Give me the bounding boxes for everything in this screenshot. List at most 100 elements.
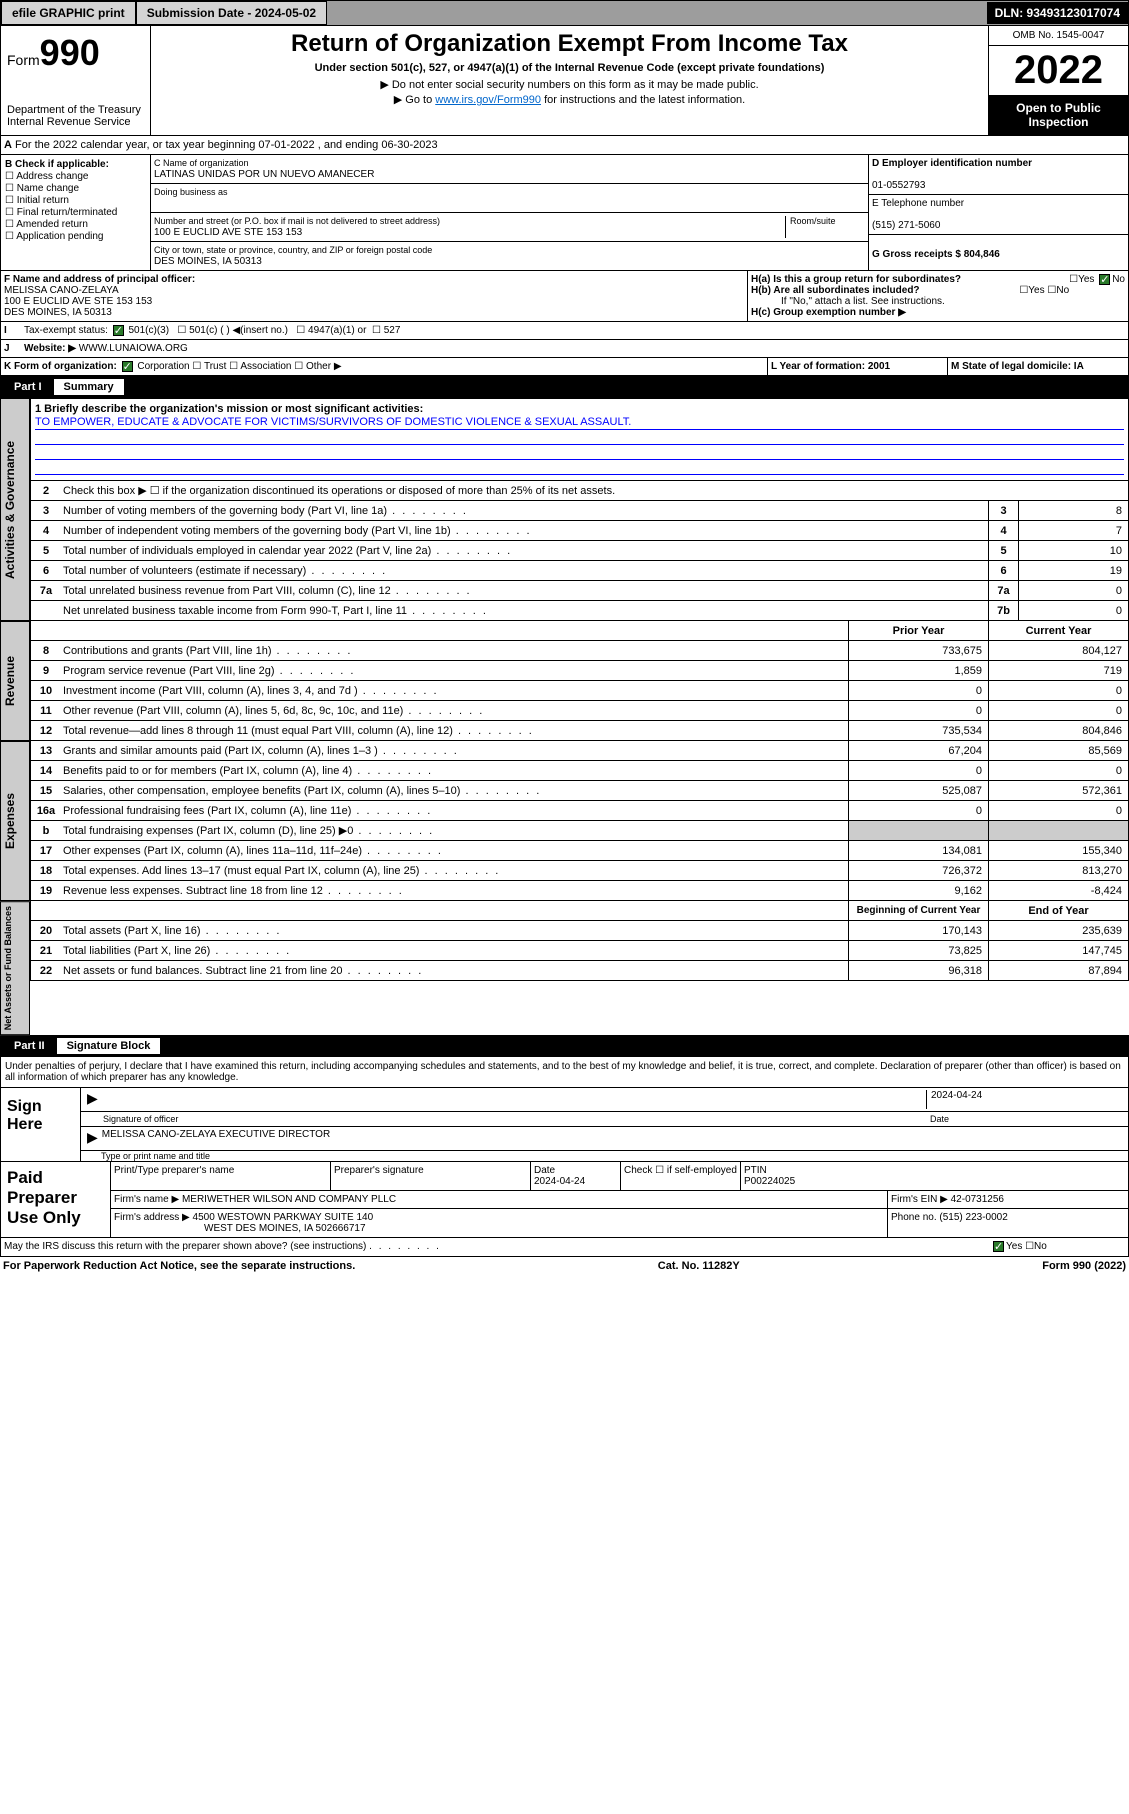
- date-label: Date: [926, 1114, 1126, 1124]
- part1-header: Part ISummary: [0, 376, 1129, 398]
- firm-ein: 42-0731256: [951, 1194, 1004, 1205]
- hb-note: If "No," attach a list. See instructions…: [751, 296, 1125, 307]
- tel-value: (515) 271-5060: [872, 220, 940, 231]
- mission-text: TO EMPOWER, EDUCATE & ADVOCATE FOR VICTI…: [35, 416, 1124, 430]
- link-note: ▶ Go to www.irs.gov/Form990 for instruct…: [155, 93, 984, 106]
- hc-label: H(c) Group exemption number ▶: [751, 307, 906, 318]
- discuss-yes-check[interactable]: [993, 1241, 1004, 1252]
- paid-preparer-label: Paid Preparer Use Only: [1, 1162, 111, 1237]
- form-title: Return of Organization Exempt From Incom…: [155, 30, 984, 58]
- check-name-change[interactable]: ☐ Name change: [5, 183, 146, 194]
- self-employed-check[interactable]: Check ☐ if self-employed: [621, 1162, 741, 1190]
- check-final-return[interactable]: ☐ Final return/terminated: [5, 207, 146, 218]
- table-row: 14Benefits paid to or for members (Part …: [30, 761, 1129, 781]
- table-row: 13Grants and similar amounts paid (Part …: [30, 741, 1129, 761]
- firm-addr1: 4500 WESTOWN PARKWAY SUITE 140: [193, 1212, 374, 1223]
- table-row: 22Net assets or fund balances. Subtract …: [30, 961, 1129, 981]
- firm-name: MERIWETHER WILSON AND COMPANY PLLC: [182, 1194, 396, 1205]
- form-header: Form990 Department of the Treasury Inter…: [0, 26, 1129, 136]
- begin-year-header: Beginning of Current Year: [848, 901, 988, 920]
- sign-here-label: Sign Here: [1, 1088, 81, 1161]
- ein-value: 01-0552793: [872, 180, 925, 191]
- dln-label: DLN: 93493123017074: [987, 2, 1128, 24]
- section-b-header: B Check if applicable:: [5, 159, 109, 170]
- ha-no-check[interactable]: [1099, 274, 1110, 285]
- firm-phone: (515) 223-0002: [939, 1212, 1007, 1223]
- officer-name-title: MELISSA CANO-ZELAYA EXECUTIVE DIRECTOR: [102, 1129, 330, 1148]
- table-row: 17Other expenses (Part IX, column (A), l…: [30, 841, 1129, 861]
- table-row: 10Investment income (Part VIII, column (…: [30, 681, 1129, 701]
- table-row: 8Contributions and grants (Part VIII, li…: [30, 641, 1129, 661]
- table-row: 11Other revenue (Part VIII, column (A), …: [30, 701, 1129, 721]
- tax-year-row: A For the 2022 calendar year, or tax yea…: [0, 136, 1129, 155]
- table-row: 4Number of independent voting members of…: [30, 521, 1129, 541]
- section-j: J Website: ▶ WWW.LUNAIOWA.ORG: [0, 340, 1129, 358]
- section-i: I Tax-exempt status: 501(c)(3) ☐ 501(c) …: [0, 322, 1129, 340]
- 501c3-check[interactable]: [113, 325, 124, 336]
- table-row: 15Salaries, other compensation, employee…: [30, 781, 1129, 801]
- prep-sig-header: Preparer's signature: [331, 1162, 531, 1190]
- arrow-icon: ▶: [87, 1090, 98, 1109]
- check-address-change[interactable]: ☐ Address change: [5, 171, 146, 182]
- room-label: Room/suite: [790, 216, 836, 226]
- table-row: 20Total assets (Part X, line 16)170,1432…: [30, 921, 1129, 941]
- table-row: 18Total expenses. Add lines 13–17 (must …: [30, 861, 1129, 881]
- submission-date-button[interactable]: Submission Date - 2024-05-02: [136, 1, 327, 25]
- prep-name-header: Print/Type preparer's name: [111, 1162, 331, 1190]
- section-k-l-m: K Form of organization: Corporation ☐ Tr…: [0, 358, 1129, 376]
- top-bar: efile GRAPHIC print Submission Date - 20…: [0, 0, 1129, 26]
- section-b-c-d: B Check if applicable: ☐ Address change …: [0, 155, 1129, 271]
- table-row: bTotal fundraising expenses (Part IX, co…: [30, 821, 1129, 841]
- table-row: 12Total revenue—add lines 8 through 11 (…: [30, 721, 1129, 741]
- irs-link[interactable]: www.irs.gov/Form990: [435, 94, 541, 106]
- table-row: 9Program service revenue (Part VIII, lin…: [30, 661, 1129, 681]
- section-f-h: F Name and address of principal officer:…: [0, 271, 1129, 322]
- name-title-label: Type or print name and title: [81, 1151, 1128, 1161]
- part2-header: Part IISignature Block: [0, 1035, 1129, 1057]
- tel-label: E Telephone number: [872, 198, 964, 209]
- vtab-governance: Activities & Governance: [0, 398, 30, 621]
- check-application-pending[interactable]: ☐ Application pending: [5, 231, 146, 242]
- sign-date: 2024-04-24: [926, 1090, 1126, 1109]
- ein-label: D Employer identification number: [872, 158, 1032, 169]
- firm-addr2: WEST DES MOINES, IA 502666717: [114, 1223, 366, 1234]
- table-row: 5Total number of individuals employed in…: [30, 541, 1129, 561]
- table-row: Net unrelated business taxable income fr…: [30, 601, 1129, 621]
- efile-print-button[interactable]: efile GRAPHIC print: [1, 1, 136, 25]
- form-number: Form990: [7, 32, 144, 74]
- table-row: 3Number of voting members of the governi…: [30, 501, 1129, 521]
- corp-check[interactable]: [122, 361, 133, 372]
- table-row: 19Revenue less expenses. Subtract line 1…: [30, 881, 1129, 901]
- officer-addr2: DES MOINES, IA 50313: [4, 307, 112, 318]
- officer-addr1: 100 E EUCLID AVE STE 153 153: [4, 296, 152, 307]
- gross-receipts: G Gross receipts $ 804,846: [872, 249, 1000, 260]
- sig-officer-label: Signature of officer: [83, 1114, 926, 1124]
- officer-label: F Name and address of principal officer:: [4, 274, 195, 285]
- state-domicile: M State of legal domicile: IA: [951, 361, 1084, 372]
- tax-year: 2022: [989, 46, 1128, 95]
- table-row: 7aTotal unrelated business revenue from …: [30, 581, 1129, 601]
- table-row: 6Total number of volunteers (estimate if…: [30, 561, 1129, 581]
- open-public-badge: Open to Public Inspection: [989, 95, 1128, 135]
- hb-label: H(b) Are all subordinates included?: [751, 285, 920, 296]
- vtab-net-assets: Net Assets or Fund Balances: [0, 901, 30, 1035]
- footer-left: For Paperwork Reduction Act Notice, see …: [3, 1260, 355, 1272]
- officer-name: MELISSA CANO-ZELAYA: [4, 285, 119, 296]
- org-name: LATINAS UNIDAS POR UN NUEVO AMANECER: [154, 169, 374, 180]
- prep-date: 2024-04-24: [534, 1176, 585, 1187]
- ssn-note: ▶ Do not enter social security numbers o…: [155, 78, 984, 91]
- line2-text: Check this box ▶ ☐ if the organization d…: [61, 482, 1128, 499]
- ha-label: H(a) Is this a group return for subordin…: [751, 274, 961, 285]
- table-row: 16aProfessional fundraising fees (Part I…: [30, 801, 1129, 821]
- vtab-expenses: Expenses: [0, 741, 30, 901]
- check-amended-return[interactable]: ☐ Amended return: [5, 219, 146, 230]
- website-value: WWW.LUNAIOWA.ORG: [79, 343, 188, 354]
- city-state-zip: DES MOINES, IA 50313: [154, 256, 262, 267]
- irs-label: Internal Revenue Service: [7, 116, 144, 128]
- omb-number: OMB No. 1545-0047: [989, 26, 1128, 46]
- mission-question: 1 Briefly describe the organization's mi…: [35, 403, 423, 415]
- check-initial-return[interactable]: ☐ Initial return: [5, 195, 146, 206]
- end-year-header: End of Year: [988, 901, 1128, 920]
- penalty-text: Under penalties of perjury, I declare th…: [1, 1057, 1128, 1088]
- street-address: 100 E EUCLID AVE STE 153 153: [154, 227, 302, 238]
